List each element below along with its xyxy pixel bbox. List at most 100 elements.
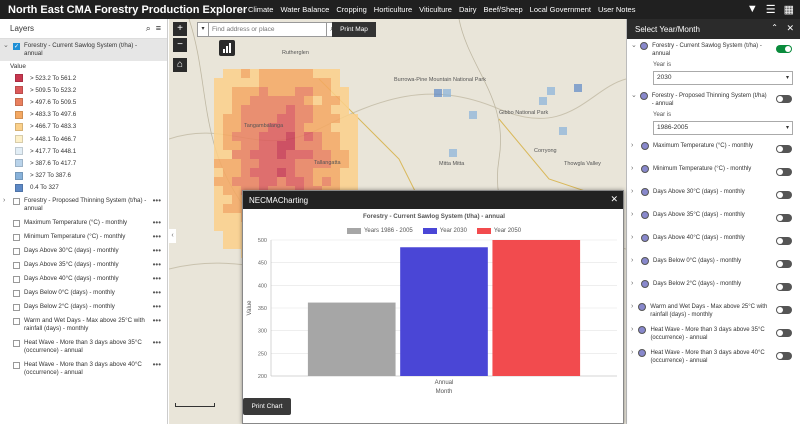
bar-3[interactable] [492,240,581,376]
year-layer-item[interactable]: ⌄ Forestry - Proposed Thinning System (t/… [627,89,800,112]
layer-item[interactable]: Days Above 30°C (days) - monthly ••• [0,244,167,258]
year-layer-item[interactable]: › Days Below 0°C (days) - monthly [627,254,800,277]
layer-checkbox[interactable] [13,197,20,205]
layer-item[interactable]: Days Above 35°C (days) - monthly ••• [0,258,167,272]
layer-toggle[interactable] [776,306,792,314]
settings-list-icon[interactable]: ≡ [155,23,161,33]
print-map-button[interactable]: Print Map [332,22,376,37]
more-options-icon[interactable]: ••• [152,195,161,205]
layer-item[interactable]: Days Below 0°C (days) - monthly ••• [0,286,167,300]
filter-icon[interactable]: ▼ [746,3,758,15]
layer-toggle[interactable] [776,283,792,291]
search-input[interactable] [209,22,327,37]
nav-water-balance[interactable]: Water Balance [280,5,330,14]
bar-1[interactable] [307,302,396,376]
layer-checkbox[interactable] [13,219,20,227]
year-layer-item[interactable]: › Maximum Temperature (°C) - monthly [627,139,800,162]
layer-checkbox[interactable] [13,317,20,325]
year-layer-item[interactable]: › Days Above 35°C (days) - monthly [627,208,800,231]
layer-item[interactable]: Maximum Temperature (°C) - monthly ••• [0,216,167,230]
more-options-icon[interactable]: ••• [152,259,161,269]
layer-item[interactable]: Heat Wave - More than 3 days above 35°C … [0,336,167,358]
layer-toggle[interactable] [776,45,792,53]
layer-toggle[interactable] [776,214,792,222]
chevron-right-icon[interactable]: › [631,280,634,287]
search-icon[interactable]: ⌕ [145,23,151,33]
nav-horticulture[interactable]: Horticulture [373,5,413,14]
layer-toggle[interactable] [776,329,792,337]
layer-toggle[interactable] [776,237,792,245]
year-layer-item[interactable]: › Days Above 40°C (days) - monthly [627,231,800,254]
more-options-icon[interactable]: ••• [152,245,161,255]
more-options-icon[interactable]: ••• [152,273,161,283]
layer-checkbox[interactable] [13,261,20,269]
layer-checkbox[interactable] [13,303,20,311]
chevron-right-icon[interactable]: › [631,326,634,333]
year-layer-item[interactable]: › Days Below 2°C (days) - monthly [627,277,800,300]
layer-toggle[interactable] [776,145,792,153]
layer-checkbox[interactable]: ✓ [13,43,20,50]
year-layer-item[interactable]: › Days Above 30°C (days) - monthly [627,185,800,208]
chevron-right-icon[interactable]: › [631,165,634,172]
layer-item-active[interactable]: ⌄ ✓ Forestry - Current Sawlog System (t/… [0,39,167,61]
layer-item[interactable]: Warm and Wet Days - Max above 25°C with … [0,314,167,336]
collapse-up-icon[interactable]: ⌃ [771,23,778,32]
more-options-icon[interactable]: ••• [152,315,161,325]
year-select[interactable]: 1986-2005 [653,121,793,135]
layer-toggle[interactable] [776,191,792,199]
year-layer-item[interactable]: ⌄ Forestry - Current Sawlog System (t/ha)… [627,39,800,62]
chevron-right-icon[interactable]: › [631,188,634,195]
nav-beef-sheep[interactable]: Beef/Sheep [483,5,523,14]
chart-legend-item[interactable]: Year 2050 [476,228,521,234]
chevron-down-icon[interactable]: ⌄ [3,42,9,49]
nav-climate[interactable]: Climate [248,5,274,14]
chevron-right-icon[interactable]: › [631,257,634,264]
search-source-dropdown[interactable]: ▾ [197,22,209,37]
layer-checkbox[interactable] [13,275,20,283]
chevron-down-icon[interactable]: ⌄ [631,42,637,49]
chevron-right-icon[interactable]: › [631,234,634,241]
layer-item[interactable]: Minimum Temperature (°C) - monthly ••• [0,230,167,244]
more-options-icon[interactable]: ••• [152,301,161,311]
layer-toggle[interactable] [776,352,792,360]
layer-toggle[interactable] [776,260,792,268]
chevron-right-icon[interactable]: › [631,303,634,310]
layer-item[interactable]: Heat Wave - More than 3 days above 40°C … [0,358,167,380]
print-chart-button[interactable]: Print Chart [243,398,291,415]
year-layer-item[interactable]: › Heat Wave - More than 3 days above 35°C… [627,323,800,346]
more-options-icon[interactable]: ••• [152,359,161,369]
layer-checkbox[interactable] [13,247,20,255]
close-icon[interactable]: ✕ [786,23,794,33]
year-layer-item[interactable]: › Heat Wave - More than 3 days above 40°C… [627,346,800,369]
nav-viticulture[interactable]: Viticulture [419,5,452,14]
chart-legend-item[interactable]: Year 2030 [422,228,467,234]
year-layer-item[interactable]: › Minimum Temperature (°C) - monthly [627,162,800,185]
layer-item[interactable]: Days Above 40°C (days) - monthly ••• [0,272,167,286]
layer-checkbox[interactable] [13,233,20,241]
layer-checkbox[interactable] [13,339,20,347]
list-icon[interactable]: ☰ [765,4,776,16]
layer-checkbox[interactable] [13,361,20,369]
layer-checkbox[interactable] [13,289,20,297]
nav-local-government[interactable]: Local Government [529,5,591,14]
year-select[interactable]: 2030 [653,71,793,85]
chevron-right-icon[interactable]: › [631,349,634,356]
more-options-icon[interactable]: ••• [152,231,161,241]
chevron-right-icon[interactable]: › [631,142,634,149]
chart-legend[interactable]: Years 1986 - 2005 Year 2030 Year 2050 [243,228,625,234]
chart-legend-item[interactable]: Years 1986 - 2005 [346,228,413,234]
more-options-icon[interactable]: ••• [152,337,161,347]
layer-item[interactable]: › Forestry - Proposed Thinning System (t/… [0,194,167,216]
collapse-left-panel-icon[interactable]: ‹ [169,229,176,243]
close-icon[interactable]: ✕ [610,194,618,204]
zoom-out-button[interactable]: − [173,38,187,52]
nav-cropping[interactable]: Cropping [336,5,367,14]
nav-user-notes[interactable]: User Notes [597,5,636,14]
more-options-icon[interactable]: ••• [152,217,161,227]
chart-icon[interactable] [219,40,235,56]
chevron-right-icon[interactable]: › [3,196,6,204]
nav-dairy[interactable]: Dairy [458,5,477,14]
layer-toggle[interactable] [776,168,792,176]
chevron-right-icon[interactable]: › [631,211,634,218]
more-options-icon[interactable]: ••• [152,287,161,297]
